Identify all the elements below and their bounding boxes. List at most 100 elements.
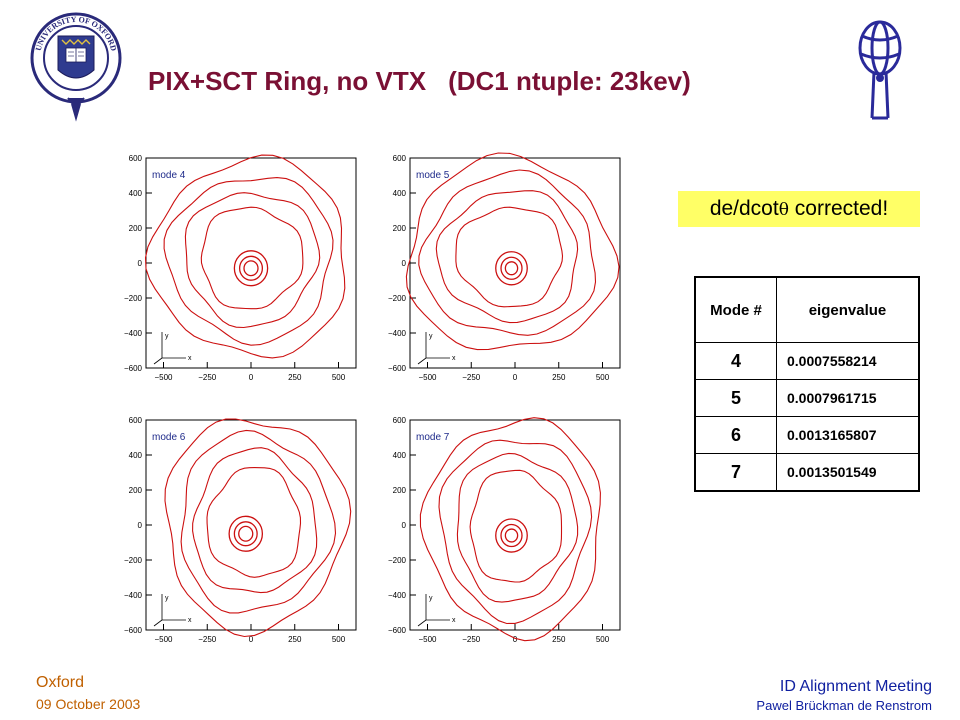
y-tick-label: 400 [393,189,407,198]
mode-label: mode 5 [416,170,450,181]
inner-ring [500,256,523,280]
y-tick-label: 0 [402,521,407,530]
contour-ring [469,469,563,583]
y-tick-label: 600 [393,416,407,425]
inner-ring [233,521,258,547]
mode-label: mode 7 [416,432,450,443]
y-tick-label: 400 [129,189,143,198]
x-tick-label: 0 [249,635,254,644]
x-tick-label: −500 [418,635,437,644]
y-tick-label: 400 [129,451,143,460]
y-tick-label: 600 [129,416,143,425]
x-tick-label: −500 [154,373,173,382]
contour-ring [206,467,302,578]
x-tick-label: 0 [249,373,254,382]
inner-ring [243,260,259,277]
y-tick-label: 200 [129,224,143,233]
contour-ring [192,447,318,594]
contour-ring [455,206,564,308]
y-tick-label: 0 [138,259,143,268]
x-tick-label: 500 [596,635,610,644]
correction-note: de/dcotθ corrected! [678,191,920,227]
contour-ring [419,417,601,642]
inner-ring [228,515,264,552]
y-tick-label: 0 [138,521,143,530]
contour-ring [435,190,579,324]
inner-ring [238,255,264,281]
inner-ring [238,525,254,542]
y-tick-label: −600 [388,364,407,373]
y-tick-label: 0 [402,259,407,268]
y-tick-label: −600 [124,626,143,635]
title-main: PIX+SCT Ring, no VTX [148,66,427,96]
x-tick-label: 250 [288,635,302,644]
footer-meeting: ID Alignment Meeting [779,678,932,695]
x-tick-label: −500 [154,635,173,644]
y-tick-label: 200 [129,486,143,495]
inner-ring [233,250,269,287]
inner-ring [495,251,528,286]
table-row: 7 0.0013501549 [694,453,920,492]
contour-ring [163,177,334,346]
x-tick-label: 250 [288,373,302,382]
x-tick-label: 500 [332,635,346,644]
contour-ring [456,452,579,603]
y-tick-label: 600 [129,154,143,163]
axis-glyph-x-label: x [452,355,456,362]
table-header-row: Mode # eigenvalue [694,276,920,343]
eigenvalue-cell: 0.0007961715 [776,379,920,417]
x-tick-label: 0 [513,373,518,382]
footer-author: Pawel Brückman de Renstrom [756,698,932,713]
contour-ring [180,429,337,614]
axis-glyph-y-label: y [165,333,169,340]
atlas-logo [858,20,902,120]
contour-ring [164,418,352,638]
inner-ring [500,523,523,548]
mode-number: 5 [694,379,777,417]
mode-plot-2: 600 400 200 0 −200 −400 −600 −500 −250 0 250 500 mod… [388,152,621,382]
mode-number: 6 [694,416,777,454]
axis-glyph-y-label: y [429,595,433,602]
col-header-mode: Mode # [694,276,777,343]
mode-label: mode 6 [152,432,186,443]
y-tick-label: −200 [388,294,407,303]
x-tick-label: 250 [552,635,566,644]
x-tick-label: −500 [418,373,437,382]
mode-number: 4 [694,342,777,380]
inner-ring [504,528,519,543]
x-tick-label: −250 [462,635,481,644]
y-tick-label: −200 [388,556,407,565]
mode-plot-3: 600 400 200 0 −200 −400 −600 −500 −250 0 250 500 mod… [124,416,357,644]
mode-plot-4: 600 400 200 0 −200 −400 −600 −500 −250 0 250 500 mod… [388,416,621,644]
y-tick-label: 200 [393,486,407,495]
x-tick-label: 500 [596,373,610,382]
inner-ring [504,261,519,276]
axis-glyph-x-label: x [452,617,456,624]
x-tick-label: −250 [462,373,481,382]
axis-glyph-z [417,357,427,365]
x-tick-label: −250 [198,373,217,382]
table-row: 6 0.0013165807 [694,416,920,454]
axis-glyph-z [153,357,163,365]
y-tick-label: −200 [124,556,143,565]
eigenvalue-cell: 0.0007558214 [776,342,920,380]
axis-glyph-x-label: x [188,617,192,624]
contour-ring [144,154,346,359]
x-tick-label: 500 [332,373,346,382]
col-header-eigenvalue: eigenvalue [776,276,920,343]
inner-ring [495,518,528,553]
y-tick-label: −600 [124,364,143,373]
y-tick-label: −400 [124,591,143,600]
plot-frame [145,157,357,369]
contour-ring [184,192,321,329]
eigenvalue-table: Mode # eigenvalue 4 0.0007558214 5 0.000… [694,276,920,492]
y-tick-label: −600 [388,626,407,635]
mode-number: 7 [694,453,777,492]
y-tick-label: −400 [388,591,407,600]
contour-ring [438,439,593,625]
eigenvalue-cell: 0.0013165807 [776,416,920,454]
axis-glyph-x-label: x [188,355,192,362]
x-tick-label: 250 [552,373,566,382]
y-tick-label: 600 [393,154,407,163]
plot-frame [145,419,357,631]
